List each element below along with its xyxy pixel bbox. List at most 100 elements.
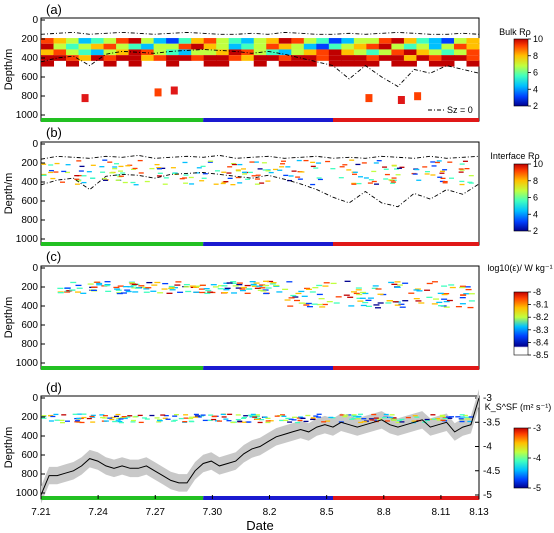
period-bar [333,366,479,370]
heatmap-cell [216,43,230,50]
heatmap-cell [241,49,255,56]
heatmap-cell [328,49,342,56]
heatmap-cell [341,49,355,56]
heatmap-cell [178,43,192,50]
heatmap-cell [166,60,180,67]
heatmap-cell [216,38,230,44]
heatmap-cell [391,60,405,67]
legend-sz-label: Sz = 0 [447,105,473,115]
heatmap-cell [91,55,105,61]
y-tick-label: 600 [21,72,38,83]
y-axis-title: Depth/m [3,173,15,215]
heatmap-cell [291,38,305,44]
colorbar-tick-label: -5 [533,483,541,493]
colorbar-tick-label: -4 [533,453,541,463]
heatmap-cell [441,43,455,50]
y-tick-label: 600 [21,320,38,331]
heatmap-cell [316,49,330,56]
period-bar [333,496,479,500]
heatmap-cell [353,49,367,56]
heatmap-cell [41,38,55,44]
panel-d-content: -3 -3.5 -4 -4.5 -5 [40,389,501,504]
heatmap-cell [316,38,330,44]
heatmap-cell [166,38,180,44]
y-tick-label: 400 [21,301,38,312]
heatmap-cell [191,49,205,56]
heatmap-cell [203,60,217,67]
heatmap-cell [103,49,117,56]
period-bar [333,118,479,122]
heatmap-cell [191,38,205,44]
heatmap-cell [103,43,117,50]
heatmap-cell [78,55,92,61]
heatmap-cell [191,55,205,61]
heatmap-cell [203,55,217,61]
heatmap-cell [228,55,242,61]
colorbar-b-ticks: 10 8 6 4 2 [528,159,543,236]
y-tick-label: 600 [21,196,38,207]
heatmap-cell [441,60,455,67]
heatmap-cell [103,38,117,44]
heatmap-cell [391,49,405,56]
period-bar [41,242,204,246]
heatmap-cell [203,49,217,56]
y-tick-label: 200 [21,34,38,45]
sz-line [40,49,480,88]
heatmap-cell [303,55,317,61]
legend-sz: Sz = 0 [428,105,473,115]
x-axis-title: Date [246,518,273,533]
heatmap-cell [416,38,430,44]
heatmap-cell [191,43,205,50]
right-tick-label: -4 [483,442,492,453]
heatmap-cell [41,49,55,56]
y-axes: 0 200 400 600 800 1000 Depth/m 0 200 400 600 800 100… [3,15,479,500]
heatmap-cell [316,43,330,50]
heatmap-cell [365,94,373,103]
colorbar-tick-label: 2 [533,226,538,236]
period-bar [41,496,204,500]
heatmap-cell [291,43,305,50]
heatmap-cell [66,49,80,56]
heatmap-cell [441,38,455,44]
heatmap-cell [466,55,480,61]
colorbar-b: Interface Rρ 10 8 6 4 2 [490,151,543,236]
heatmap-cell [466,49,480,56]
heatmap-cell [391,43,405,50]
heatmap-cell [278,55,292,61]
heatmap-cell [66,43,80,50]
y-tick-label: 1000 [16,488,39,499]
heatmap-cell [178,49,192,56]
x-axis: 7.21 7.24 7.27 7.30 8.2 8.5 8.8 8.11 8.13 [31,495,489,518]
heatmap-cell [66,55,80,61]
heatmap-cell [366,43,380,50]
y-tick-label: 800 [21,215,38,226]
heatmap-cell [453,55,467,61]
colorbar-tick-label: 4 [533,84,538,94]
heatmap-cell [366,49,380,56]
heatmap-cell [453,43,467,50]
heatmap-cell [303,38,317,44]
heatmap-cell [166,49,180,56]
heatmap-cell [266,38,280,44]
heatmap-cell [403,55,417,61]
heatmap-cell [128,38,142,44]
colorbar-tick-label: -8.4 [533,337,549,347]
heatmap-cell [366,60,380,67]
heatmap-cell [128,43,142,50]
period-bar [41,118,204,122]
panel-a-content [40,31,480,104]
panel-c-content [57,280,475,309]
heatmap-cell [166,55,180,61]
period-bar [203,118,333,122]
y-tick-label: 1000 [16,358,39,369]
heatmap-cell [441,55,455,61]
colorbar-tick-label: 8 [533,51,538,61]
heatmap-cell [303,60,317,67]
colorbar-tick-label: 10 [533,34,543,44]
heatmap-cell [166,43,180,50]
sz-line [40,154,480,160]
heatmap-cell [170,86,178,95]
y-tick-label: 800 [21,469,38,480]
colorbar-c-bar [513,291,529,356]
x-tick-label: 7.27 [146,507,166,518]
